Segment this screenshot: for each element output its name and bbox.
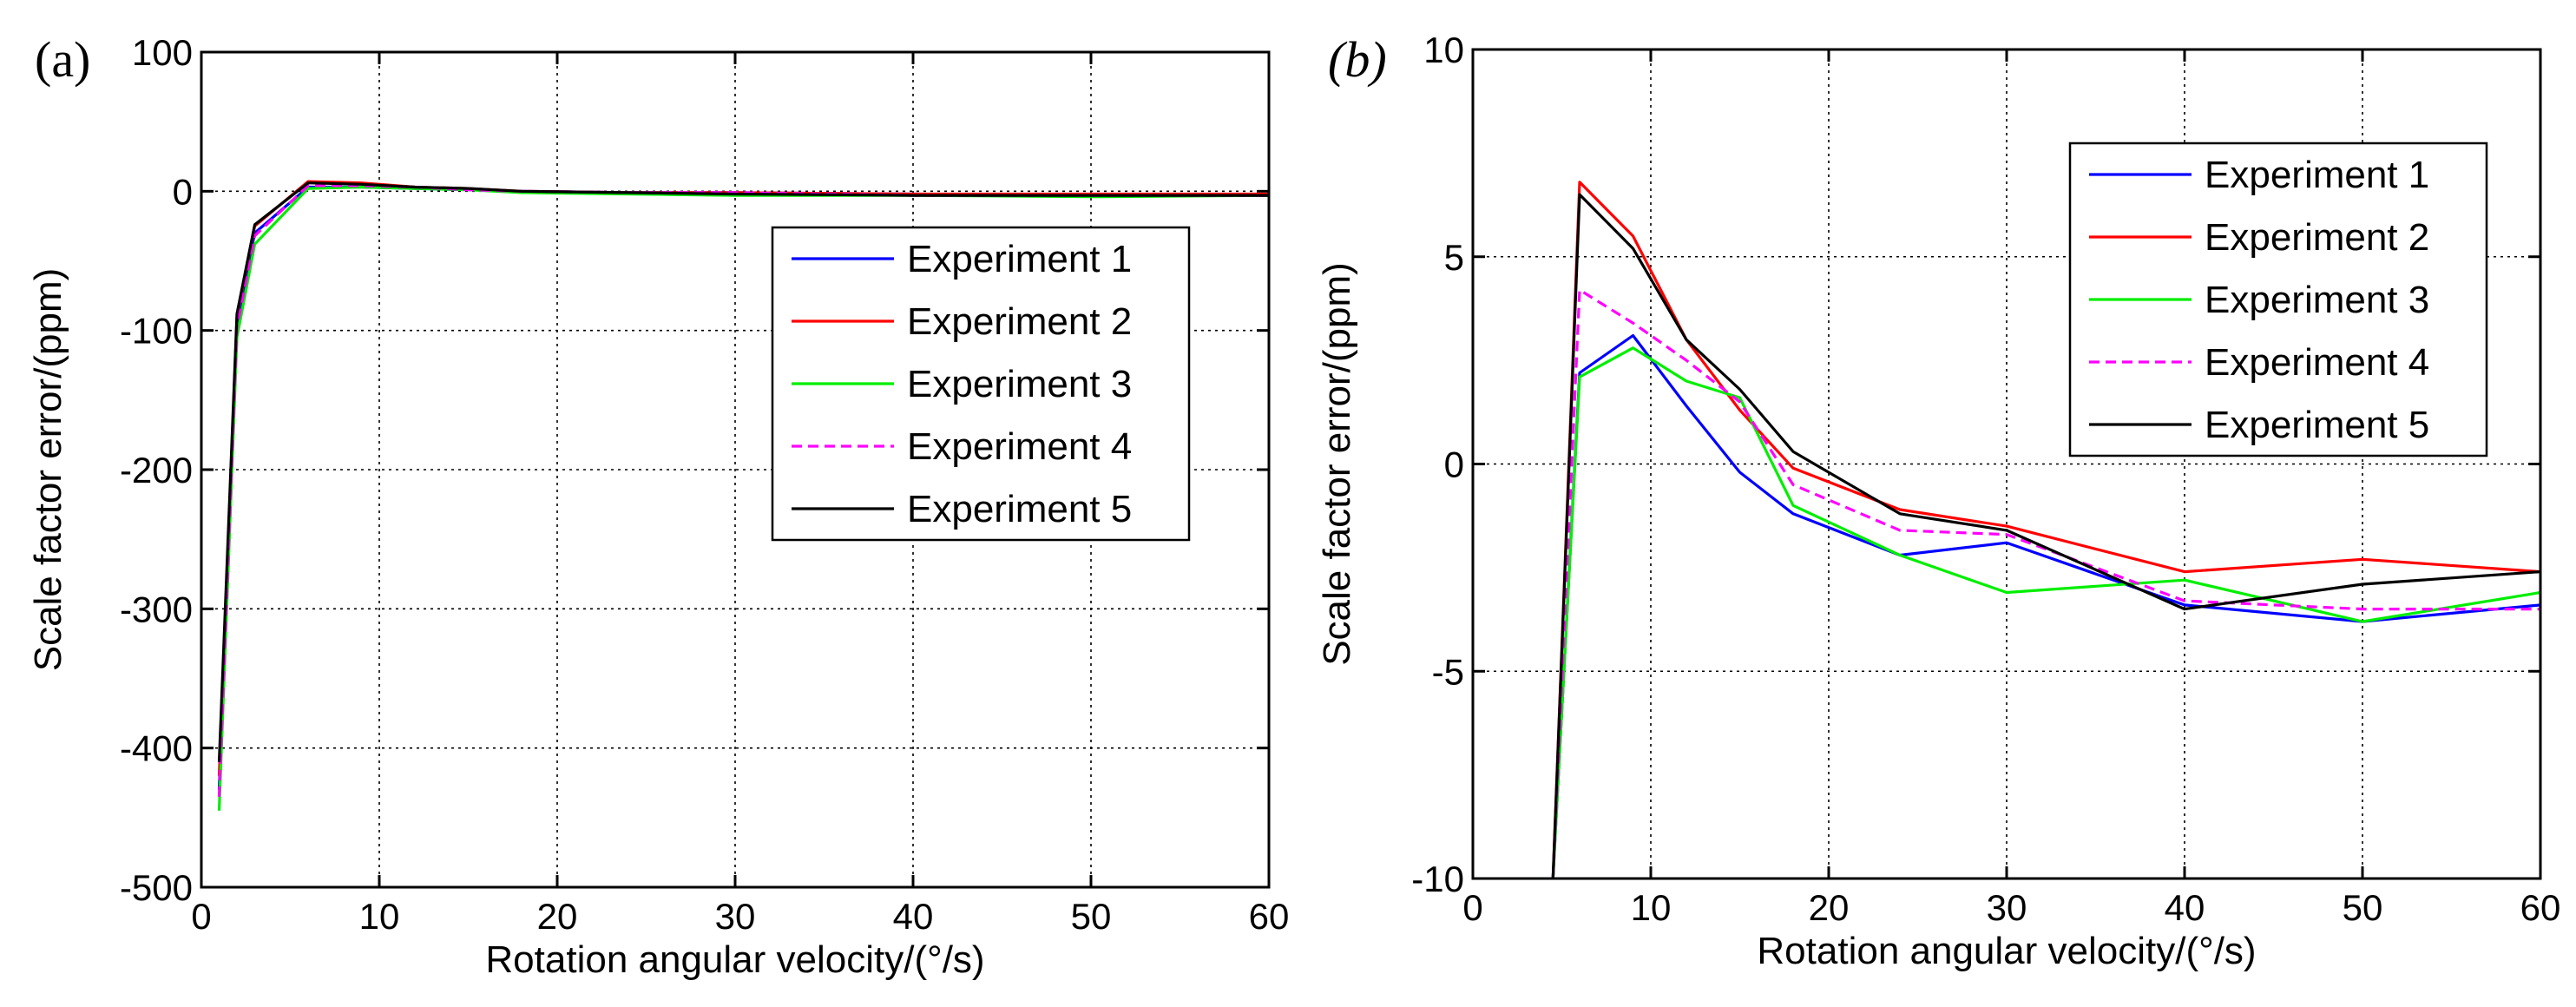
y-axis-label: Scale factor error/(ppm) (27, 268, 69, 672)
series-line-experiment-5 (1551, 193, 2540, 879)
legend: Experiment 1 Experiment 2 Experiment 3 Expe… (2068, 142, 2488, 457)
chart-panel-a: 0 10 20 30 40 50 60 100 0 -100 -200 -300 -400 -500 Rot… (27, 31, 1289, 981)
y-tick-label: 100 (132, 32, 193, 73)
legend-entry: Experiment 5 (2205, 404, 2429, 446)
legend-entry: Experiment 2 (907, 300, 1132, 343)
legend-entry: Experiment 3 (2205, 279, 2429, 321)
x-tick-label: 30 (715, 896, 756, 937)
x-tick-label: 60 (2520, 887, 2561, 928)
y-tick-label: -200 (120, 450, 193, 490)
x-tick-label: 50 (2343, 887, 2383, 928)
legend-entry: Experiment 1 (2205, 154, 2429, 196)
panel-label: (b) (1328, 31, 1387, 88)
y-tick-label: -400 (120, 728, 193, 769)
panel-label: (a) (35, 31, 90, 88)
x-tick-label: 10 (359, 896, 400, 937)
legend-entry: Experiment 2 (2205, 216, 2429, 259)
y-tick-label: -500 (120, 867, 193, 908)
axes-frame (1471, 48, 2542, 880)
y-tick-label: -300 (120, 589, 193, 629)
legend-entry: Experiment 4 (2205, 341, 2429, 384)
legend: Experiment 1 Experiment 2 Experiment 3 Expe… (771, 226, 1191, 542)
legend-entry: Experiment 4 (907, 425, 1132, 468)
y-tick-label: -5 (1432, 651, 1464, 692)
series-line-experiment-5 (217, 181, 1269, 762)
x-tick-label: 0 (191, 896, 211, 937)
series-line-experiment-3 (1551, 346, 2540, 879)
x-tick-label: 20 (1809, 887, 1850, 928)
x-axis-label: Rotation angular velocity/(°/s) (1757, 930, 2256, 972)
x-tick-label: 40 (2165, 887, 2205, 928)
y-tick-label: -10 (1411, 859, 1464, 899)
y-tick-label: -100 (120, 311, 193, 352)
legend-entry: Experiment 3 (907, 363, 1132, 405)
series-line-experiment-4 (1551, 288, 2540, 879)
legend-entry: Experiment 1 (907, 238, 1132, 280)
x-tick-label: 60 (1249, 896, 1290, 937)
y-tick-label: 0 (173, 171, 193, 212)
x-tick-label: 30 (1987, 887, 2027, 928)
series-line-experiment-2 (1551, 181, 2540, 879)
legend-entry: Experiment 5 (907, 488, 1132, 530)
y-axis-label: Scale factor error/(ppm) (1316, 262, 1358, 666)
axes-frame (200, 50, 1271, 889)
y-tick-label: 0 (1444, 444, 1464, 485)
x-tick-label: 10 (1631, 887, 1672, 928)
x-tick-label: 40 (893, 896, 934, 937)
y-tick-label: 5 (1444, 237, 1464, 278)
y-tick-label: 10 (1423, 30, 1464, 70)
series-line-experiment-1 (1551, 333, 2540, 879)
x-tick-label: 20 (537, 896, 578, 937)
x-axis-label: Rotation angular velocity/(°/s) (485, 938, 984, 981)
x-tick-label: 0 (1462, 887, 1482, 928)
x-tick-label: 50 (1071, 896, 1112, 937)
